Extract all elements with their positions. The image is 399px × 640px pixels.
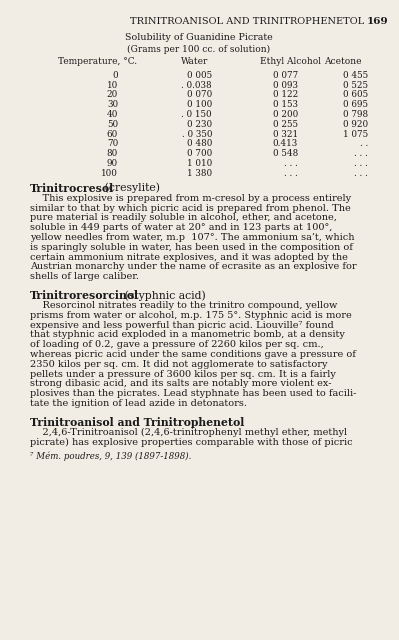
Text: expensive and less powerful than picric acid. Liouville⁷ found: expensive and less powerful than picric …: [30, 321, 334, 330]
Text: 1 075: 1 075: [343, 129, 368, 139]
Text: shells of large caliber.: shells of large caliber.: [30, 272, 139, 281]
Text: yellow needles from water, m.p  107°. The ammonium sa’t, which: yellow needles from water, m.p 107°. The…: [30, 233, 354, 242]
Text: 0 100: 0 100: [187, 100, 212, 109]
Text: 90: 90: [107, 159, 118, 168]
Text: . . .: . . .: [284, 159, 298, 168]
Text: 0 255: 0 255: [273, 120, 298, 129]
Text: 0 480: 0 480: [187, 140, 212, 148]
Text: 0 798: 0 798: [343, 110, 368, 119]
Text: 0: 0: [113, 71, 118, 80]
Text: 2,4,6-Trinitroanisol (2,4,6-trinitrophenyl methyl ether, methyl: 2,4,6-Trinitroanisol (2,4,6-trinitrophen…: [30, 428, 347, 437]
Text: picrate) has explosive properties comparable with those of picric: picrate) has explosive properties compar…: [30, 438, 353, 447]
Text: (styphnic acid): (styphnic acid): [121, 290, 205, 301]
Text: 100: 100: [101, 169, 118, 178]
Text: 0 230: 0 230: [187, 120, 212, 129]
Text: strong dibasic acid, and its salts are notably more violent ex-: strong dibasic acid, and its salts are n…: [30, 380, 332, 388]
Text: is sparingly soluble in water, has been used in the composition of: is sparingly soluble in water, has been …: [30, 243, 353, 252]
Text: pellets under a pressure of 3600 kilos per sq. cm. It is a fairly: pellets under a pressure of 3600 kilos p…: [30, 370, 336, 379]
Text: 0.413: 0.413: [273, 140, 298, 148]
Text: tate the ignition of lead azide in detonators.: tate the ignition of lead azide in deton…: [30, 399, 247, 408]
Text: 0 153: 0 153: [273, 100, 298, 109]
Text: Resorcinol nitrates readily to the trinitro compound, yellow: Resorcinol nitrates readily to the trini…: [30, 301, 338, 310]
Text: 40: 40: [107, 110, 118, 119]
Text: . . .: . . .: [354, 159, 368, 168]
Text: Ethyl Alcohol: Ethyl Alcohol: [259, 57, 320, 66]
Text: whereas picric acid under the same conditions gave a pressure of: whereas picric acid under the same condi…: [30, 350, 356, 359]
Text: 0 077: 0 077: [273, 71, 298, 80]
Text: 80: 80: [107, 149, 118, 158]
Text: . .: . .: [360, 140, 368, 148]
Text: . . .: . . .: [284, 169, 298, 178]
Text: . . .: . . .: [354, 169, 368, 178]
Text: This explosive is prepared from m-cresol by a process entirely: This explosive is prepared from m-cresol…: [30, 194, 351, 203]
Text: Trinitroresorcinol: Trinitroresorcinol: [30, 290, 139, 301]
Text: TRINITROANISOL AND TRINITROPHENETOL: TRINITROANISOL AND TRINITROPHENETOL: [130, 17, 364, 26]
Text: (cresylite): (cresylite): [101, 183, 160, 193]
Text: 0 920: 0 920: [343, 120, 368, 129]
Text: 10: 10: [107, 81, 118, 90]
Text: . 0.038: . 0.038: [182, 81, 212, 90]
Text: prisms from water or alcohol, m.p. 175 5°. Styphnic acid is more: prisms from water or alcohol, m.p. 175 5…: [30, 311, 352, 320]
Text: 30: 30: [107, 100, 118, 109]
Text: (Grams per 100 cc. of solution): (Grams per 100 cc. of solution): [127, 45, 271, 54]
Text: 0 605: 0 605: [343, 90, 368, 99]
Text: 60: 60: [107, 129, 118, 139]
Text: Temperature, °C.: Temperature, °C.: [58, 57, 137, 66]
Text: 0 070: 0 070: [187, 90, 212, 99]
Text: that styphnic acid exploded in a manometric bomb, at a density: that styphnic acid exploded in a manomet…: [30, 330, 345, 339]
Text: Acetone: Acetone: [324, 57, 362, 66]
Text: . 0 350: . 0 350: [182, 129, 212, 139]
Text: Solubility of Guanidine Picrate: Solubility of Guanidine Picrate: [125, 33, 273, 42]
Text: 0 695: 0 695: [343, 100, 368, 109]
Text: plosives than the picrates. Lead styphnate has been used to facili-: plosives than the picrates. Lead styphna…: [30, 389, 356, 398]
Text: Austrian monarchy under the name of ecrasite as an explosive for: Austrian monarchy under the name of ecra…: [30, 262, 357, 271]
Text: Trinitrocresol: Trinitrocresol: [30, 183, 114, 194]
Text: 0 200: 0 200: [273, 110, 298, 119]
Text: soluble in 449 parts of water at 20° and in 123 parts at 100°,: soluble in 449 parts of water at 20° and…: [30, 223, 332, 232]
Text: 0 700: 0 700: [187, 149, 212, 158]
Text: 1 380: 1 380: [187, 169, 212, 178]
Text: 0 122: 0 122: [273, 90, 298, 99]
Text: 0 548: 0 548: [273, 149, 298, 158]
Text: 1 010: 1 010: [187, 159, 212, 168]
Text: 2350 kilos per sq. cm. It did not agglomerate to satisfactory: 2350 kilos per sq. cm. It did not agglom…: [30, 360, 328, 369]
Text: Water: Water: [181, 57, 208, 66]
Text: 0 321: 0 321: [273, 129, 298, 139]
Text: similar to that by which picric acid is prepared from phenol. The: similar to that by which picric acid is …: [30, 204, 351, 212]
Text: certain ammonium nitrate explosives, and it was adopted by the: certain ammonium nitrate explosives, and…: [30, 253, 348, 262]
Text: of loading of 0.2, gave a pressure of 2260 kilos per sq. cm.,: of loading of 0.2, gave a pressure of 22…: [30, 340, 324, 349]
Text: 0 525: 0 525: [343, 81, 368, 90]
Text: 169: 169: [366, 17, 388, 26]
Text: 70: 70: [107, 140, 118, 148]
Text: 0 455: 0 455: [343, 71, 368, 80]
Text: 50: 50: [107, 120, 118, 129]
Text: . . .: . . .: [354, 149, 368, 158]
Text: pure material is readily soluble in alcohol, ether, and acetone,: pure material is readily soluble in alco…: [30, 213, 337, 223]
Text: 0 005: 0 005: [187, 71, 212, 80]
Text: 0 093: 0 093: [273, 81, 298, 90]
Text: Trinitroanisol and Trinitrophenetol: Trinitroanisol and Trinitrophenetol: [30, 417, 244, 428]
Text: 20: 20: [107, 90, 118, 99]
Text: . 0 150: . 0 150: [182, 110, 212, 119]
Text: ⁷ Mém. poudres, 9, 139 (1897-1898).: ⁷ Mém. poudres, 9, 139 (1897-1898).: [30, 451, 192, 461]
